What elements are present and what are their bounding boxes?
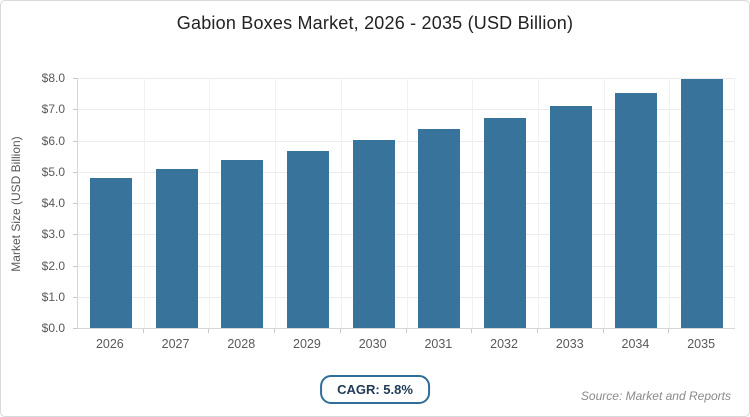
y-tick-mark (73, 109, 77, 111)
y-tick-label: $4.0 (41, 196, 65, 210)
bar-2027 (155, 169, 198, 328)
x-tick-label: 2026 (95, 337, 124, 351)
x-tick-mark (274, 329, 276, 333)
v-gridline (275, 78, 277, 328)
x-tick-mark (602, 329, 604, 333)
bar-2032 (484, 117, 527, 328)
bar-2030 (352, 140, 395, 328)
y-tick-mark (73, 296, 77, 298)
v-gridline (143, 78, 145, 328)
bar-2028 (221, 160, 264, 328)
x-tick-mark (208, 329, 210, 333)
y-tick-mark (73, 171, 77, 173)
x-tick-label: 2033 (555, 337, 584, 351)
bar-2035 (681, 78, 724, 328)
x-tick-mark (142, 329, 144, 333)
y-tick-mark (73, 140, 77, 142)
x-tick-label: 2035 (687, 337, 716, 351)
x-tick-label: 2027 (161, 337, 190, 351)
v-gridline (669, 78, 671, 328)
y-tick-mark (73, 265, 77, 267)
bar-2033 (549, 105, 592, 328)
v-gridline (340, 78, 342, 328)
x-tick-label: 2029 (293, 337, 321, 351)
x-tick-label: 2034 (621, 337, 650, 351)
y-tick-mark (73, 78, 77, 79)
x-tick-mark (536, 329, 538, 333)
y-tick-mark (73, 234, 77, 236)
y-tick-label: $7.0 (41, 102, 65, 117)
bar-2034 (615, 92, 658, 328)
y-tick-label: $5.0 (41, 164, 65, 179)
y-tick-label: $3.0 (41, 227, 65, 242)
x-tick-mark (471, 329, 473, 333)
y-tick-label: $2.0 (41, 258, 65, 273)
x-tick-mark (405, 329, 407, 333)
x-tick-label: 2031 (424, 337, 453, 351)
cagr-badge: CAGR: 5.8% (320, 375, 430, 404)
x-tick-label: 2032 (490, 337, 518, 351)
x-tick-mark (668, 329, 670, 333)
y-tick-label: $0.0 (41, 321, 65, 335)
bar-2031 (418, 129, 461, 328)
x-tick-label: 2028 (227, 337, 256, 351)
y-tick-label: $1.0 (41, 289, 65, 304)
x-tick-label: 2030 (358, 337, 387, 351)
v-gridline (209, 78, 211, 328)
plot-area (77, 78, 735, 329)
y-tick-mark (73, 203, 77, 204)
v-gridline (537, 78, 539, 328)
y-tick-label: $8.0 (41, 71, 65, 85)
v-gridline (734, 78, 735, 328)
source-text: Source: Market and Reports (580, 389, 731, 403)
v-gridline (472, 78, 474, 328)
y-tick-mark (73, 328, 77, 329)
v-gridline (603, 78, 605, 328)
v-gridline (406, 78, 408, 328)
x-tick-mark (339, 329, 341, 333)
y-tick-label: $6.0 (41, 133, 65, 148)
chart-title: Gabion Boxes Market, 2026 - 2035 (USD Bi… (176, 13, 574, 33)
bar-2026 (89, 178, 132, 328)
bar-2029 (286, 150, 329, 328)
